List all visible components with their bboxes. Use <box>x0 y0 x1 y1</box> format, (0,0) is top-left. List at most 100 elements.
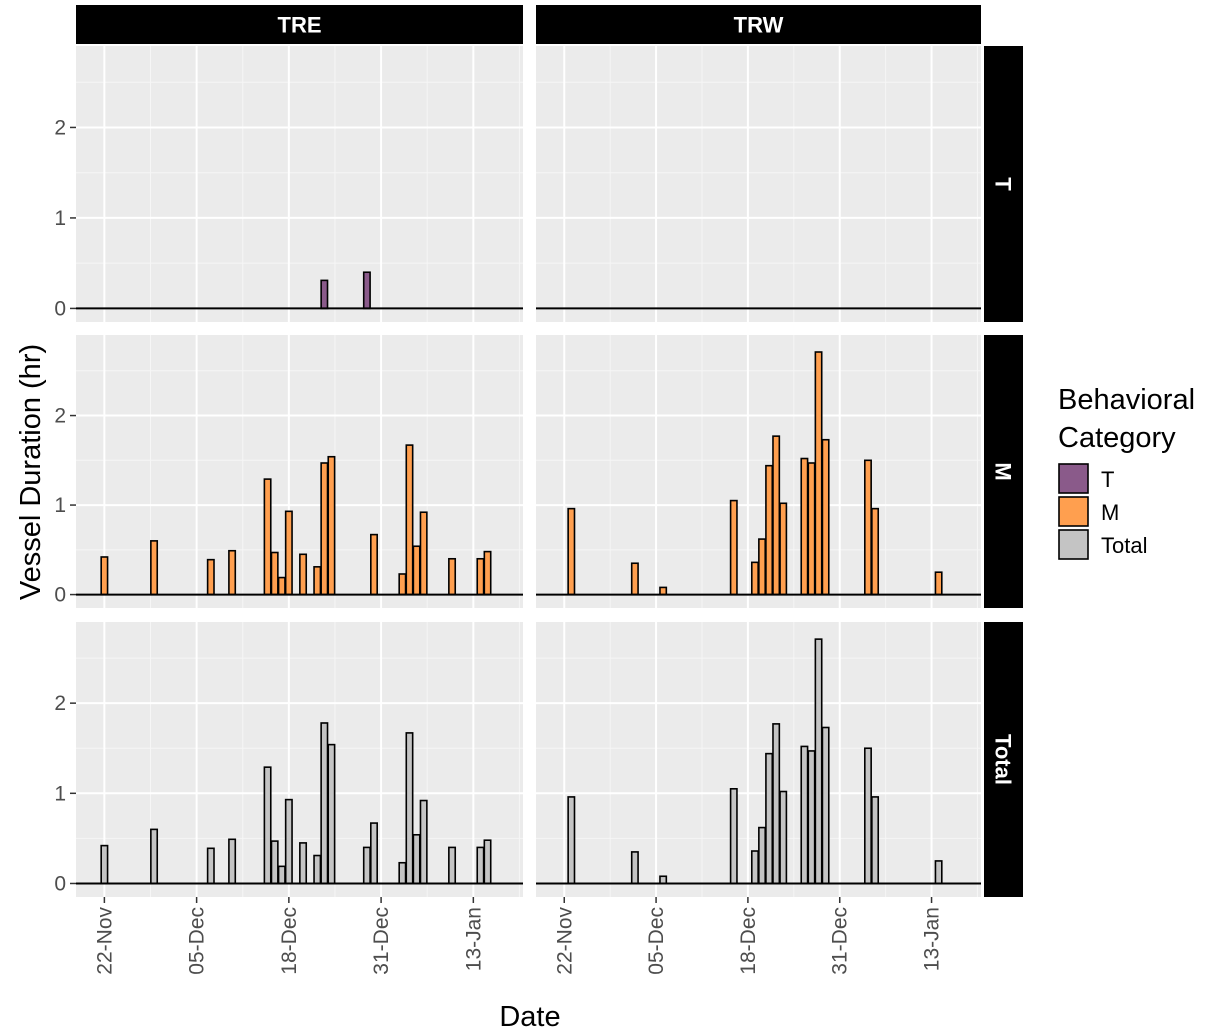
bar <box>277 865 286 885</box>
bar <box>864 459 872 596</box>
panel-tre-m <box>76 335 523 608</box>
y-tick-label: 2 <box>54 116 66 139</box>
bar <box>807 750 816 885</box>
bar <box>765 752 774 885</box>
bar <box>772 435 781 596</box>
bar <box>270 840 279 885</box>
y-tick-label: 1 <box>54 782 66 805</box>
bar <box>313 854 322 885</box>
strip-label-t: T <box>991 177 1016 191</box>
bar <box>483 550 492 596</box>
bar <box>476 846 485 885</box>
bar <box>419 799 428 885</box>
bar <box>320 722 329 885</box>
bar <box>398 861 407 885</box>
bar <box>758 826 767 885</box>
strips-layer: TRE TRW T M Total <box>76 5 1023 897</box>
y-tick-label: 1 <box>54 494 66 517</box>
x-tick-label: 18-Dec <box>278 907 301 975</box>
legend-key-total <box>1058 529 1089 560</box>
y-tick-label: 0 <box>54 297 66 320</box>
strip-m <box>984 335 1023 608</box>
strip-tre <box>76 5 523 44</box>
bar <box>483 839 492 885</box>
legend-label-total: Total <box>1101 533 1147 558</box>
bar <box>630 851 639 885</box>
bar <box>320 279 329 310</box>
bar <box>370 822 378 885</box>
bar <box>263 766 272 885</box>
panel-trw-t <box>536 46 981 322</box>
bar <box>772 723 781 885</box>
bar <box>729 499 738 596</box>
bar <box>412 833 421 885</box>
bar <box>821 438 830 596</box>
bar <box>327 455 336 596</box>
bar <box>327 743 336 885</box>
legend-keys: TM Total <box>1058 463 1147 560</box>
bar <box>864 747 872 885</box>
legend-label-m: M <box>1101 500 1119 525</box>
bar <box>284 510 293 596</box>
panel-tre-t <box>76 46 523 322</box>
bar <box>750 850 759 885</box>
strip-total <box>984 622 1023 897</box>
bar <box>779 790 788 885</box>
bar <box>934 571 943 596</box>
y-tick-label: 0 <box>54 584 66 607</box>
y-tick-label: 1 <box>54 207 66 230</box>
bar <box>362 271 371 310</box>
strip-label-total: Total <box>991 734 1016 785</box>
legend-key-m <box>1058 496 1089 527</box>
bar <box>150 828 159 885</box>
bar <box>814 638 823 885</box>
panel-background <box>536 46 981 322</box>
bar <box>765 464 774 596</box>
bar <box>807 462 816 596</box>
bar <box>405 732 414 885</box>
bar <box>750 561 759 596</box>
bar <box>630 562 639 596</box>
bar <box>206 558 215 596</box>
x-axis-title: Date <box>499 1001 560 1033</box>
bar <box>277 576 286 596</box>
bar <box>313 566 322 596</box>
bar <box>448 557 457 596</box>
bar <box>284 798 293 885</box>
axes-layer: 0 1 2 0 1 2 0 1 2 22-Nov 05-Dec 18-Dec 31-Dec 13-Jan 2… <box>54 116 943 974</box>
bar <box>814 351 823 596</box>
bar <box>821 726 830 885</box>
x-tick-label: 22-Nov <box>93 907 116 975</box>
panel-trw-total <box>536 622 981 897</box>
panel-background <box>76 46 523 322</box>
legend-key-t <box>1058 463 1089 494</box>
bar <box>419 511 428 596</box>
bar <box>934 860 943 885</box>
strip-trw <box>536 5 981 44</box>
bar <box>100 556 109 596</box>
bar <box>871 507 880 596</box>
legend-title-line-1: Behavioral <box>1058 384 1195 416</box>
y-tick-label: 0 <box>54 872 66 895</box>
bar <box>729 788 738 885</box>
bar <box>448 846 457 885</box>
bar <box>370 533 378 596</box>
y-axis-title: Vessel Duration (hr) <box>15 344 47 600</box>
x-tick-label: 13-Jan <box>462 907 485 971</box>
legend-label-t: T <box>1101 467 1114 492</box>
bar <box>299 553 308 596</box>
bar <box>320 462 329 596</box>
x-tick-label: 18-Dec <box>737 907 760 975</box>
bar <box>405 444 414 596</box>
panel-tre-total <box>76 622 523 897</box>
x-tick-label: 31-Dec <box>370 907 393 975</box>
strip-label-tre: TRE <box>278 13 322 38</box>
y-tick-label: 2 <box>54 692 66 715</box>
bar <box>758 538 767 596</box>
x-tick-label: 05-Dec <box>645 907 668 975</box>
bar <box>263 478 272 596</box>
bar <box>398 573 407 596</box>
bar <box>476 557 485 596</box>
bar <box>270 551 279 596</box>
